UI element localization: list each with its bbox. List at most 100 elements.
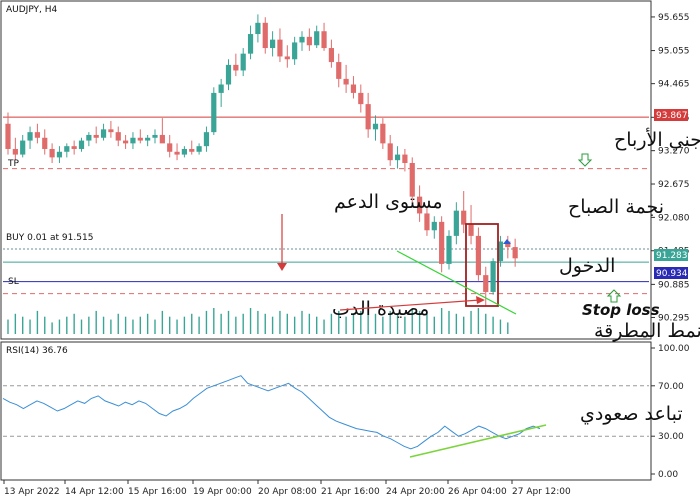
level-box-blue-text: 90.934	[656, 269, 688, 279]
candle-body	[402, 154, 408, 163]
tp-label: TP	[7, 159, 19, 169]
candle-body	[145, 137, 151, 141]
candle-body	[93, 134, 99, 138]
candle-body	[336, 62, 342, 79]
candle-body	[284, 56, 290, 60]
tp-annotation: جني الأرباح	[614, 128, 700, 151]
candle-body	[255, 22, 261, 35]
candle-body	[468, 224, 474, 236]
candle-body	[365, 104, 371, 130]
candle-body	[100, 129, 107, 138]
price-y-tick-label: 90.295	[658, 313, 690, 323]
x-tick-label: 21 Apr 16:00	[321, 487, 380, 497]
candle-body	[314, 31, 320, 46]
sl-label: SL	[8, 277, 19, 287]
morning-star-box	[465, 223, 499, 307]
candle-body	[490, 261, 496, 292]
x-tick-label: 24 Apr 20:00	[386, 487, 445, 497]
candle-body	[5, 123, 11, 149]
candle-body	[27, 132, 33, 141]
morning-star-annotation: نجمة الصباح	[568, 196, 664, 218]
candle-body	[321, 31, 327, 49]
rsi-title: RSI(14) 36.76	[6, 346, 68, 356]
candle-body	[42, 137, 48, 149]
buy-order-label: BUY 0.01 at 91.515	[6, 233, 93, 243]
rsi-y-axis: 100.00 70.00 30.00 0.00	[651, 344, 690, 480]
candle-body	[299, 36, 305, 43]
candle-body	[497, 241, 504, 262]
candle-body	[483, 275, 489, 292]
bear-trap-arrowhead	[476, 296, 485, 304]
x-tick-label: 15 Apr 16:00	[128, 487, 187, 497]
candle-body	[512, 247, 518, 259]
candle-body	[108, 129, 114, 133]
rsi-divergence-annotation: تباعد صعودي	[580, 403, 683, 425]
candle-body	[505, 241, 511, 248]
stop-loss-annotation: Stop loss	[582, 301, 660, 319]
rsi-y-tick-label: 100.00	[658, 344, 690, 354]
price-y-tick-label: 93.270	[658, 147, 690, 157]
x-tick-label: 14 Apr 12:00	[65, 487, 124, 497]
candle-body	[270, 39, 276, 49]
candle-body	[167, 143, 173, 152]
price-trendline	[396, 250, 517, 315]
entry-annotation: الدخول	[559, 255, 615, 277]
candle-body	[394, 154, 401, 161]
candle-body	[203, 132, 210, 147]
candle-body	[64, 146, 70, 152]
candle-body	[358, 92, 364, 105]
x-tick-label: 13 Apr 2022	[4, 487, 60, 497]
volume-bars	[7, 308, 509, 334]
price-y-tick-label: 92.080	[658, 213, 690, 223]
candle-body	[387, 143, 393, 161]
price-panel-frame	[0, 0, 652, 340]
candle-body	[262, 22, 268, 49]
candle-body	[71, 146, 77, 149]
up-arrow-icon	[606, 289, 622, 303]
rsi-panel-frame	[0, 341, 652, 481]
candle-body	[240, 53, 246, 71]
candle-body	[159, 134, 165, 144]
candle-body	[56, 151, 63, 158]
rsi-trendline	[409, 424, 547, 458]
candle-body	[306, 36, 312, 46]
candle-body	[380, 123, 386, 144]
candle-body	[475, 235, 481, 276]
candle-body	[115, 132, 121, 141]
bear-trap-annotation: مصيدة الدب	[332, 298, 429, 320]
down-arrow-icon	[577, 153, 593, 167]
candle-body	[20, 140, 26, 155]
candle-body	[372, 123, 379, 130]
bear-trap-arrow-line	[339, 299, 481, 311]
entry-arrow-icon	[503, 239, 511, 244]
candle-body	[130, 137, 136, 144]
candle-body	[461, 210, 467, 225]
rsi-y-tick-label: 0.00	[658, 470, 678, 480]
candle-body	[409, 162, 415, 197]
candlesticks	[5, 14, 518, 306]
rsi-reference-lines	[3, 385, 649, 437]
candle-body	[233, 64, 239, 71]
candle-body	[174, 151, 180, 155]
candle-body	[181, 148, 187, 155]
rsi-y-tick-label: 30.00	[658, 432, 684, 442]
price-y-tick-label: 92.675	[658, 180, 690, 190]
support-annotation: مستوى الدعم	[334, 191, 443, 213]
rsi-y-tick-label: 70.00	[658, 382, 684, 392]
time-x-axis: 13 Apr 2022 14 Apr 12:00 15 Apr 16:00 19 Ap…	[3, 480, 571, 497]
candle-body	[225, 64, 232, 85]
level-box-green-text: 91.283	[656, 251, 688, 261]
candle-body	[453, 210, 459, 236]
candle-body	[350, 84, 357, 93]
symbol-label: AUDJPY, H4	[6, 5, 58, 15]
candle-body	[86, 134, 92, 141]
rsi-series-line	[2, 375, 541, 450]
candle-body	[431, 221, 437, 231]
level-box-red-text: 93.867	[656, 111, 688, 121]
candle-body	[247, 34, 254, 54]
candle-body	[78, 140, 85, 149]
candle-body	[343, 78, 349, 85]
price-levels	[3, 116, 649, 295]
level-box-red	[654, 109, 688, 121]
